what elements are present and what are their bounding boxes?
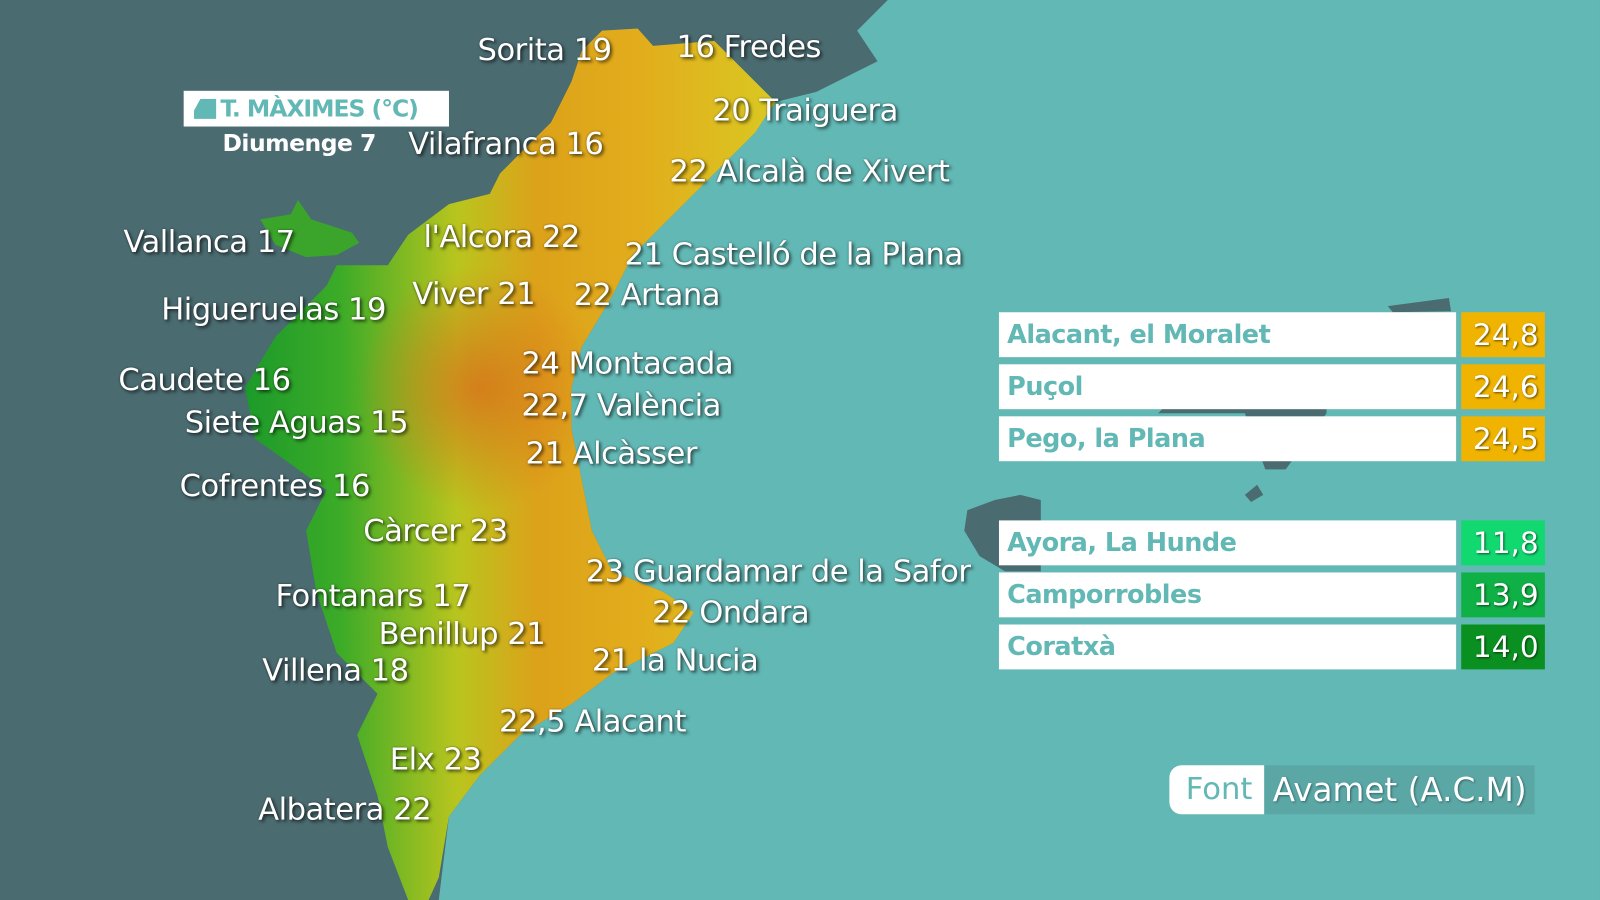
station-label: Sorita 19 [477,32,613,69]
station-label: Albatera 22 [258,791,432,828]
station-label: 20 Traiguera [712,92,898,129]
valencia-region [244,28,776,900]
station-label: l'Alcora 22 [423,219,580,256]
station-name: Puçol [998,364,1457,410]
temperature-value: 14,0 [1461,624,1545,670]
station-label: 21 Castelló de la Plana [624,236,963,273]
station-name: Pego, la Plana [998,416,1457,462]
station-label: Caudete 16 [118,362,291,398]
station-label: Benillup 21 [378,616,546,653]
station-label: Càrcer 23 [363,513,508,549]
island-menorca [1387,297,1452,313]
title-text: T. MÀXIMES (°C) [220,95,418,122]
temperature-value: 24,5 [1461,416,1545,462]
station-label: Vilafranca 16 [408,126,604,163]
station-label: Cofrentes 16 [179,468,371,505]
temperature-value: 24,8 [1461,312,1545,358]
station-name: Coratxà [998,624,1457,670]
station-name: Camporrobles [998,572,1457,618]
source-label: Font [1169,765,1265,815]
island-formentera [1244,484,1264,503]
station-label: 21 la Nucia [591,642,759,679]
station-label: 22 Alcalà de Xivert [669,154,950,190]
temperature-value: 13,9 [1461,572,1545,618]
station-name: Ayora, La Hunde [998,520,1457,566]
station-label: Viver 21 [412,276,536,313]
station-label: Higueruelas 19 [161,291,386,328]
station-label: 16 Fredes [676,29,822,66]
ranking-row-high: Puçol 24,6 [998,364,1545,410]
title-tab-icon [193,98,217,119]
ranking-row-high: Pego, la Plana 24,5 [998,416,1545,462]
ranking-row-low: Camporrobles 13,9 [998,572,1545,618]
station-label: Villena 18 [262,653,409,689]
station-label: 22 Ondara [652,594,810,631]
station-label: 21 Alcàsser [525,435,698,472]
station-label: Siete Aguas 15 [184,405,409,441]
source-credit: Font Avamet (A.C.M) [1169,765,1535,815]
station-label: Vallanca 17 [123,224,295,261]
station-label: Fontanars 17 [275,578,471,615]
station-label: 24 Montacada [521,345,734,382]
station-label: Elx 23 [389,741,482,778]
date-label: Diumenge 7 [222,130,376,158]
ranking-row-low: Coratxà 14,0 [998,624,1545,670]
station-label: 22,7 València [521,387,721,424]
station-label: 22,5 Alacant [498,704,686,740]
station-name: Alacant, el Moralet [998,312,1457,358]
rincon-de-ademuz [260,199,360,258]
ranking-row-high: Alacant, el Moralet 24,8 [998,312,1545,358]
ranking-row-low: Ayora, La Hunde 11,8 [998,520,1545,566]
source-value: Avamet (A.C.M) [1264,765,1535,815]
map-title: T. MÀXIMES (°C) [183,90,449,127]
temperature-value: 11,8 [1461,520,1545,566]
temperature-value: 24,6 [1461,364,1545,410]
station-label: 23 Guardamar de la Safor [585,554,971,590]
station-label: 22 Artana [573,277,721,314]
